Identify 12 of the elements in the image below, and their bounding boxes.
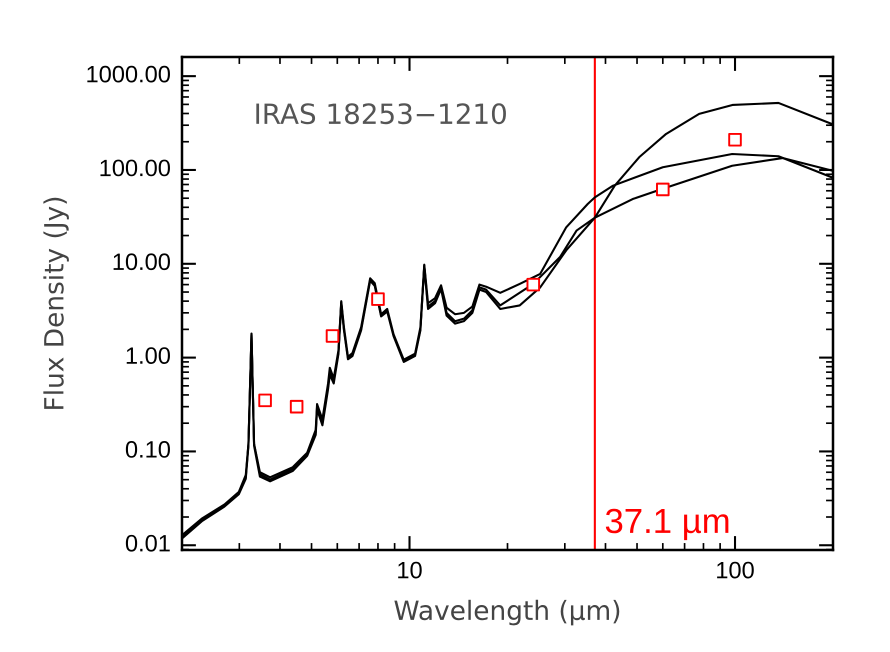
x-axis-title: Wavelength (µm) [394, 600, 620, 626]
y-axis-title: Flux Density (Jy) [43, 198, 69, 409]
y-tick-label: 0.10 [126, 441, 170, 458]
ref-line-label: 37.1 µm [606, 508, 728, 540]
annotation: IRAS 18253−1210 [256, 103, 506, 124]
y-tick-label: 1.00 [126, 347, 170, 364]
y-tick-label: 10.00 [114, 253, 170, 270]
x-tick-label: 10 [398, 562, 422, 578]
y-tick-label: 100.00 [100, 160, 170, 176]
x-tick-label: 100 [717, 562, 754, 578]
y-tick-label: 1000.00 [87, 66, 170, 82]
y-tick-label: 0.01 [126, 534, 170, 552]
